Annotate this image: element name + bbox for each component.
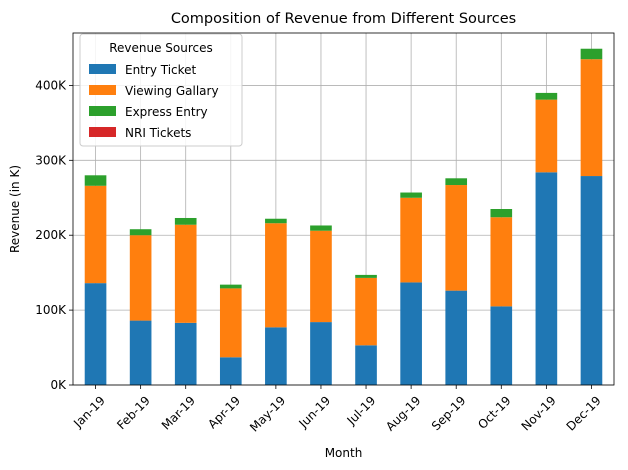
legend-entry-label: Entry Ticket xyxy=(125,63,197,77)
bar-segment xyxy=(219,357,242,385)
legend-swatch xyxy=(89,127,116,137)
bar-segment xyxy=(490,306,513,385)
y-tick-label: 100K xyxy=(35,303,67,317)
chart-title: Composition of Revenue from Different So… xyxy=(171,11,516,27)
bars xyxy=(84,48,603,385)
bar-segment xyxy=(219,288,242,358)
bar-segment xyxy=(400,197,422,283)
bar-segment xyxy=(310,322,332,385)
bar-segment xyxy=(490,209,513,218)
bar-segment xyxy=(580,59,603,177)
y-tick-label: 400K xyxy=(35,78,67,92)
bar-segment xyxy=(84,185,107,284)
bar-segment xyxy=(400,282,422,385)
bar-segment xyxy=(265,327,287,385)
bar-segment xyxy=(219,284,242,289)
bar-segment xyxy=(355,277,377,346)
x-tick-label: Oct-19 xyxy=(475,393,513,431)
x-tick-label: Dec-19 xyxy=(564,393,604,433)
y-tick-label: 0K xyxy=(50,378,67,392)
legend-swatch xyxy=(89,85,116,95)
bar-segment xyxy=(310,225,332,231)
bar-segment xyxy=(129,235,152,321)
legend-box xyxy=(79,33,243,147)
x-tick-label: Jun-19 xyxy=(296,393,334,431)
bar-segment xyxy=(580,48,603,60)
x-tick-label: Feb-19 xyxy=(114,393,153,432)
x-tick-label: Mar-19 xyxy=(159,393,198,432)
bar-segment xyxy=(445,185,468,291)
y-tick-label: 200K xyxy=(35,228,67,242)
bar-segment xyxy=(310,230,332,323)
bar-segment xyxy=(445,178,468,186)
bar-segment xyxy=(490,217,513,307)
bar-segment xyxy=(580,176,603,385)
x-tick-label: Jul-19 xyxy=(344,393,379,428)
bar-segment xyxy=(445,290,468,385)
bar-segment xyxy=(174,224,197,323)
legend-swatch xyxy=(89,106,116,116)
bar-segment xyxy=(129,229,152,236)
bar-segment xyxy=(129,320,152,385)
legend-title: Revenue Sources xyxy=(109,41,213,55)
bar-segment xyxy=(400,192,422,198)
bar-segment xyxy=(84,175,107,186)
x-tick-label: Nov-19 xyxy=(519,393,559,433)
x-tick-label: May-19 xyxy=(247,393,288,434)
bar-segment xyxy=(535,172,558,385)
y-axis-label: Revenue (in K) xyxy=(8,165,22,253)
bar-segment xyxy=(265,218,287,224)
bar-segment xyxy=(535,92,558,100)
legend-entry-label: Express Entry xyxy=(125,105,208,119)
x-tick-label: Jan-19 xyxy=(70,393,108,431)
bar-segment xyxy=(174,322,197,385)
x-axis-label: Month xyxy=(325,446,363,460)
bar-segment xyxy=(355,345,377,385)
x-tick-label: Aug-19 xyxy=(383,393,423,433)
bar-segment xyxy=(84,283,107,385)
plot-frame xyxy=(72,32,615,386)
legend-entry-label: NRI Tickets xyxy=(125,126,191,140)
bar-segment xyxy=(355,274,377,278)
x-tick-label: Apr-19 xyxy=(205,393,243,431)
x-tick-label: Sep-19 xyxy=(429,393,469,433)
bar-segment xyxy=(535,99,558,173)
legend: Revenue Sources Entry Ticket Viewing Galla… xyxy=(79,33,243,147)
legend-entry-label: Viewing Gallary xyxy=(125,84,219,98)
bar-segment xyxy=(174,217,197,225)
bar-segment xyxy=(265,223,287,328)
legend-swatch xyxy=(89,64,116,74)
y-tick-label: 300K xyxy=(35,153,67,167)
